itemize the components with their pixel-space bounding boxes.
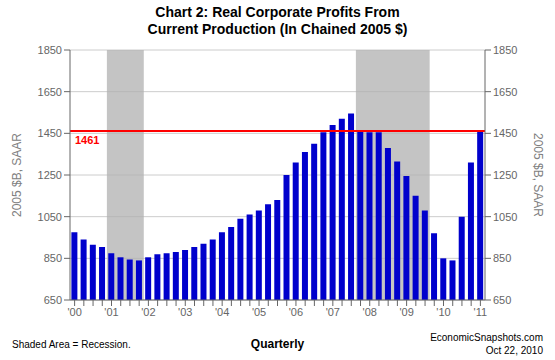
svg-text:'03: '03 — [178, 306, 192, 318]
svg-text:850: 850 — [44, 252, 62, 264]
svg-text:'05: '05 — [252, 306, 266, 318]
svg-text:'11: '11 — [474, 306, 488, 318]
svg-text:2005 $B, SAAR: 2005 $B, SAAR — [10, 133, 24, 217]
svg-text:1650: 1650 — [38, 86, 62, 98]
svg-text:'01: '01 — [104, 306, 118, 318]
svg-text:1450: 1450 — [493, 127, 517, 139]
svg-text:1850: 1850 — [493, 44, 517, 56]
svg-text:'09: '09 — [399, 306, 413, 318]
svg-text:1050: 1050 — [38, 211, 62, 223]
html-text:Chart 2: Real Corporate Profit: Chart 2: Real Corporate Profits From — [155, 4, 400, 20]
svg-text:'02: '02 — [141, 306, 155, 318]
svg-text:2005 $B, SAAR: 2005 $B, SAAR — [531, 133, 545, 217]
svg-text:1250: 1250 — [493, 169, 517, 181]
svg-text:'07: '07 — [326, 306, 340, 318]
svg-text:1450: 1450 — [38, 127, 62, 139]
svg-text:1250: 1250 — [38, 169, 62, 181]
svg-text:'04: '04 — [215, 306, 229, 318]
svg-text:'10: '10 — [436, 306, 450, 318]
svg-text:650: 650 — [44, 294, 62, 306]
svg-text:1850: 1850 — [38, 44, 62, 56]
html-text:Shaded Area = Recession.: Shaded Area = Recession. — [12, 338, 131, 350]
html-text:EconomicSnapshots.com: EconomicSnapshots.com — [430, 332, 543, 343]
svg-text:1050: 1050 — [493, 211, 517, 223]
svg-text:'08: '08 — [363, 306, 377, 318]
svg-text:850: 850 — [493, 252, 511, 264]
html-text:Quarterly: Quarterly — [250, 337, 305, 351]
html-text:Current Production (In Chained: Current Production (In Chained 2005 $) — [147, 21, 408, 37]
svg-text:'06: '06 — [289, 306, 303, 318]
svg-text:1650: 1650 — [493, 86, 517, 98]
svg-text:'00: '00 — [67, 306, 81, 318]
svg-text:1461: 1461 — [75, 134, 99, 146]
html-text:Oct 22, 2010: Oct 22, 2010 — [485, 345, 543, 356]
svg-text:650: 650 — [493, 294, 511, 306]
